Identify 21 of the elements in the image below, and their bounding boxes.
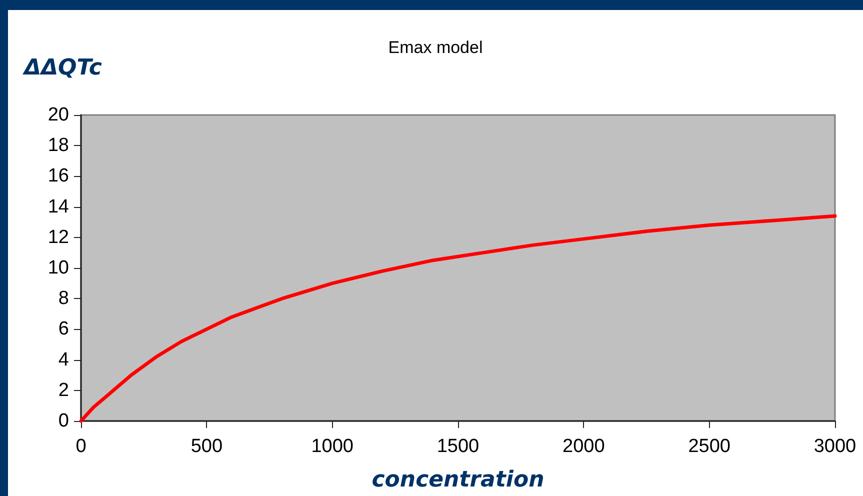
x-tick-label: 500 bbox=[190, 436, 223, 457]
y-tick-label: 8 bbox=[58, 288, 69, 310]
x-tick-label: 2000 bbox=[562, 436, 605, 457]
y-tick-label: 20 bbox=[48, 104, 69, 126]
y-tick-label: 6 bbox=[58, 318, 69, 340]
x-tick-label: 2500 bbox=[688, 436, 730, 457]
chart-title: Emax model bbox=[388, 38, 483, 57]
y-tick-label: 12 bbox=[48, 226, 69, 248]
y-tick-label: 18 bbox=[48, 135, 69, 156]
y-axis-title: ΔΔQTc bbox=[22, 56, 102, 80]
x-tick-label: 1000 bbox=[311, 436, 354, 457]
x-tick-label: 0 bbox=[76, 436, 86, 457]
x-tick-label: 1500 bbox=[436, 436, 480, 457]
y-tick-label: 16 bbox=[48, 166, 69, 187]
y-tick-label: 10 bbox=[48, 258, 69, 278]
y-tick-label: 14 bbox=[48, 196, 70, 218]
y-tick-label: 4 bbox=[58, 349, 70, 370]
x-axis-title: concentration bbox=[372, 468, 544, 492]
y-tick-label: 0 bbox=[58, 410, 69, 432]
y-tick-label: 2 bbox=[58, 380, 69, 401]
x-tick-label: 3000 bbox=[814, 436, 856, 457]
